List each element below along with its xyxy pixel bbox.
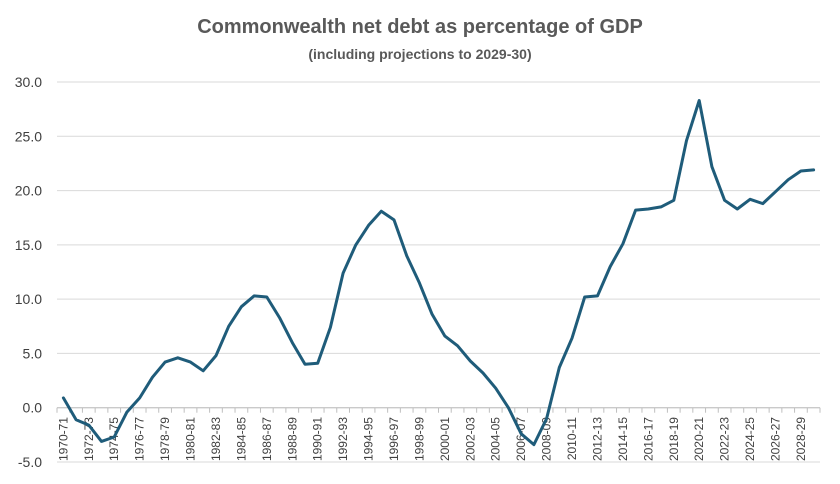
x-tick-label: 1994-95 — [362, 417, 376, 461]
y-axis-tick-labels: 30.0 25.0 20.0 15.0 10.0 5.0 0.0 -5.0 — [15, 74, 42, 470]
x-tick-label: 2010-11 — [565, 417, 579, 460]
y-tick-label: 30.0 — [15, 74, 42, 90]
series-line — [61, 99, 816, 447]
chart-title: Commonwealth net debt as percentage of G… — [197, 16, 643, 38]
x-tick-label: 1986-87 — [260, 417, 274, 461]
x-tick-label: 1984-85 — [234, 417, 248, 461]
y-tick-label: 15.0 — [15, 237, 42, 253]
x-tick-label: 1998-99 — [412, 417, 426, 461]
x-tick-label: 1970-71 — [56, 417, 70, 461]
y-tick-label: -5.0 — [18, 454, 42, 470]
x-tick-label: 2024-25 — [743, 417, 757, 461]
x-tick-label: 1982-83 — [209, 417, 223, 461]
x-tick-label: 1992-93 — [336, 417, 350, 461]
x-axis-tick-labels: 1970-71 1972-73 1974-75 1976-77 1978-79 1980-… — [56, 417, 808, 461]
x-tick-label: 2016-17 — [641, 417, 655, 461]
y-tick-label: 25.0 — [15, 128, 42, 144]
x-tick-label: 2008-09 — [540, 417, 554, 461]
y-tick-label: 0.0 — [23, 400, 43, 416]
x-axis — [56, 407, 821, 413]
x-tick-label: 1978-79 — [158, 417, 172, 461]
x-tick-label: 1988-89 — [285, 417, 299, 461]
y-tick-label: 10.0 — [15, 291, 42, 307]
x-tick-label: 1980-81 — [184, 417, 198, 461]
x-tick-label: 2004-05 — [489, 417, 503, 461]
x-tick-label: 2022-23 — [718, 417, 732, 461]
x-tick-label: 2012-13 — [590, 417, 604, 461]
x-tick-label: 1976-77 — [133, 417, 147, 461]
x-tick-label: 1990-91 — [311, 417, 325, 461]
x-tick-label: 2026-27 — [768, 417, 782, 461]
series-group — [61, 99, 816, 447]
x-tick-label: 2028-29 — [794, 417, 808, 461]
x-tick-label: 1996-97 — [387, 417, 401, 461]
x-tick-label: 2020-21 — [692, 417, 706, 461]
x-tick-label: 2014-15 — [616, 417, 630, 461]
x-tick-label: 2000-01 — [438, 417, 452, 461]
y-tick-label: 5.0 — [23, 345, 43, 361]
chart-subtitle: (including projections to 2029-30) — [308, 46, 531, 62]
x-tick-label: 2002-03 — [463, 417, 477, 461]
y-tick-label: 20.0 — [15, 183, 42, 199]
x-tick-label: 2018-19 — [667, 417, 681, 461]
